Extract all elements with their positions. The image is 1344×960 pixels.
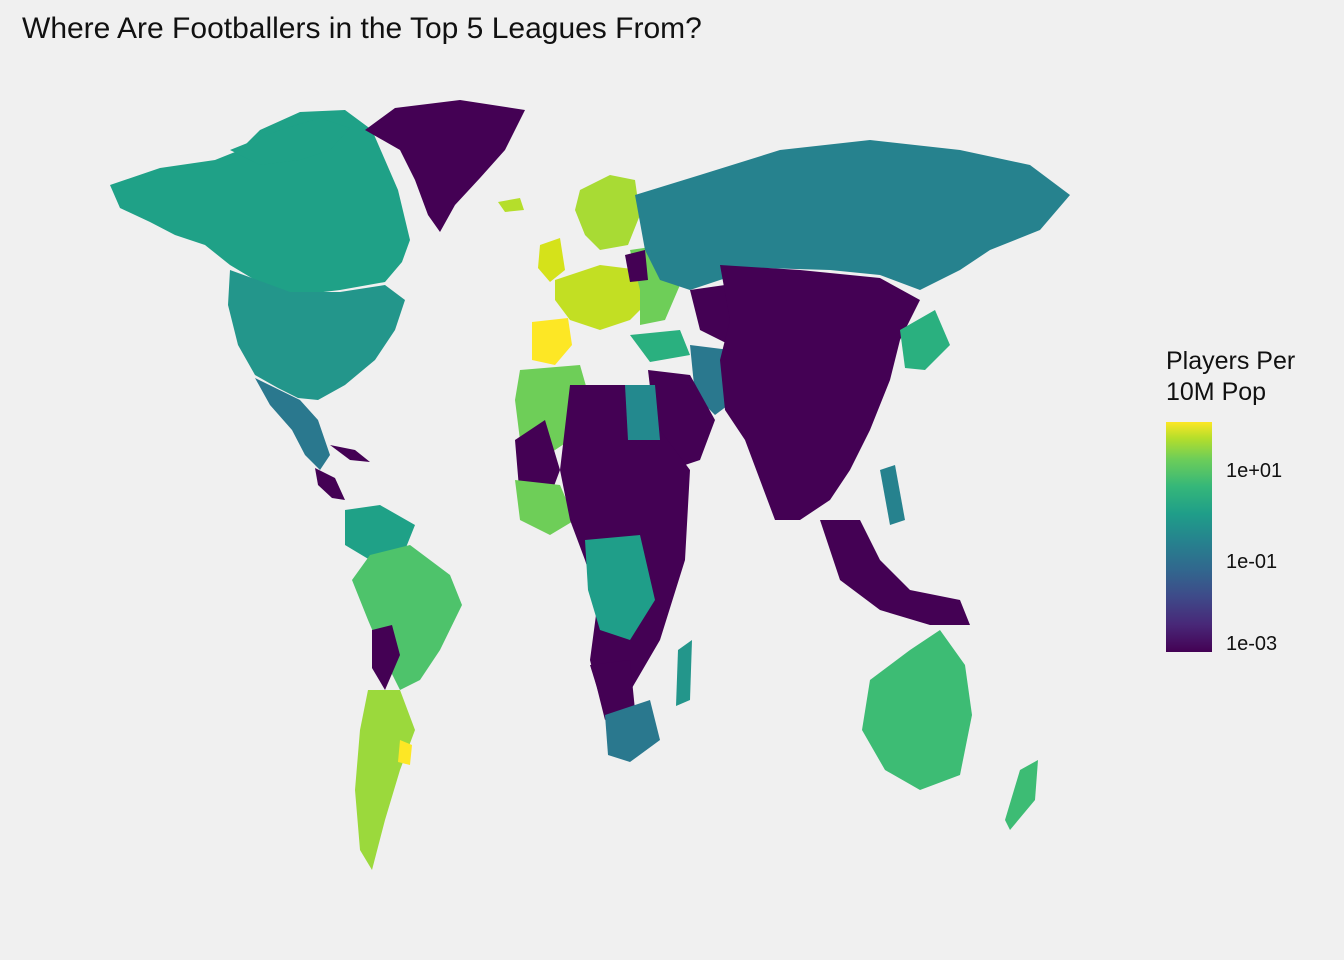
- legend-tick-mark: [1212, 643, 1220, 645]
- region-new-zealand: [1005, 760, 1038, 830]
- region-canada-alaska: [110, 110, 410, 296]
- map-title: Where Are Footballers in the Top 5 Leagu…: [22, 12, 702, 45]
- legend-tick-mark: [1212, 561, 1220, 563]
- legend-tick-label: 1e+01: [1226, 460, 1283, 482]
- region-western-europe: [555, 265, 650, 330]
- region-turkey: [630, 330, 690, 362]
- region-south-africa: [605, 700, 660, 762]
- region-australia: [862, 630, 972, 790]
- region-iberia: [532, 318, 572, 365]
- region-egypt: [625, 385, 660, 440]
- region-uruguay: [398, 740, 412, 765]
- region-china-asia: [720, 265, 920, 520]
- legend-title: Players Per 10M Pop: [1166, 346, 1336, 408]
- region-west-africa-coast: [515, 480, 575, 535]
- region-usa: [228, 270, 405, 400]
- legend-tick-label: 1e-03: [1226, 633, 1278, 655]
- region-iceland: [498, 198, 524, 212]
- legend-tick-label: 1e-01: [1226, 551, 1278, 573]
- region-argentina: [355, 690, 415, 870]
- legend-colorbar: [1166, 422, 1212, 652]
- region-bolivia: [372, 625, 400, 690]
- legend-title-line2: 10M Pop: [1166, 378, 1267, 406]
- region-southeast-asia: [820, 520, 970, 625]
- region-arctic-islands: [230, 118, 350, 165]
- region-brazil: [352, 545, 462, 690]
- legend-tick-mark: [1212, 470, 1220, 472]
- region-central-america: [315, 468, 345, 500]
- region-cuba: [330, 445, 370, 462]
- region-congo: [585, 535, 655, 640]
- region-south-america-north: [345, 505, 415, 560]
- region-greenland: [365, 100, 525, 232]
- region-russia: [635, 140, 1070, 290]
- region-mexico: [255, 378, 330, 470]
- color-legend: Players Per 10M Pop 1e+01 1e-01 1e-03: [1166, 346, 1336, 654]
- region-uk: [538, 238, 565, 282]
- region-belarus: [625, 250, 648, 282]
- region-scandinavia: [575, 175, 640, 250]
- region-madagascar: [676, 640, 692, 706]
- region-japan: [900, 310, 950, 370]
- legend-title-line1: Players Per: [1166, 347, 1296, 375]
- region-philippines: [880, 465, 905, 525]
